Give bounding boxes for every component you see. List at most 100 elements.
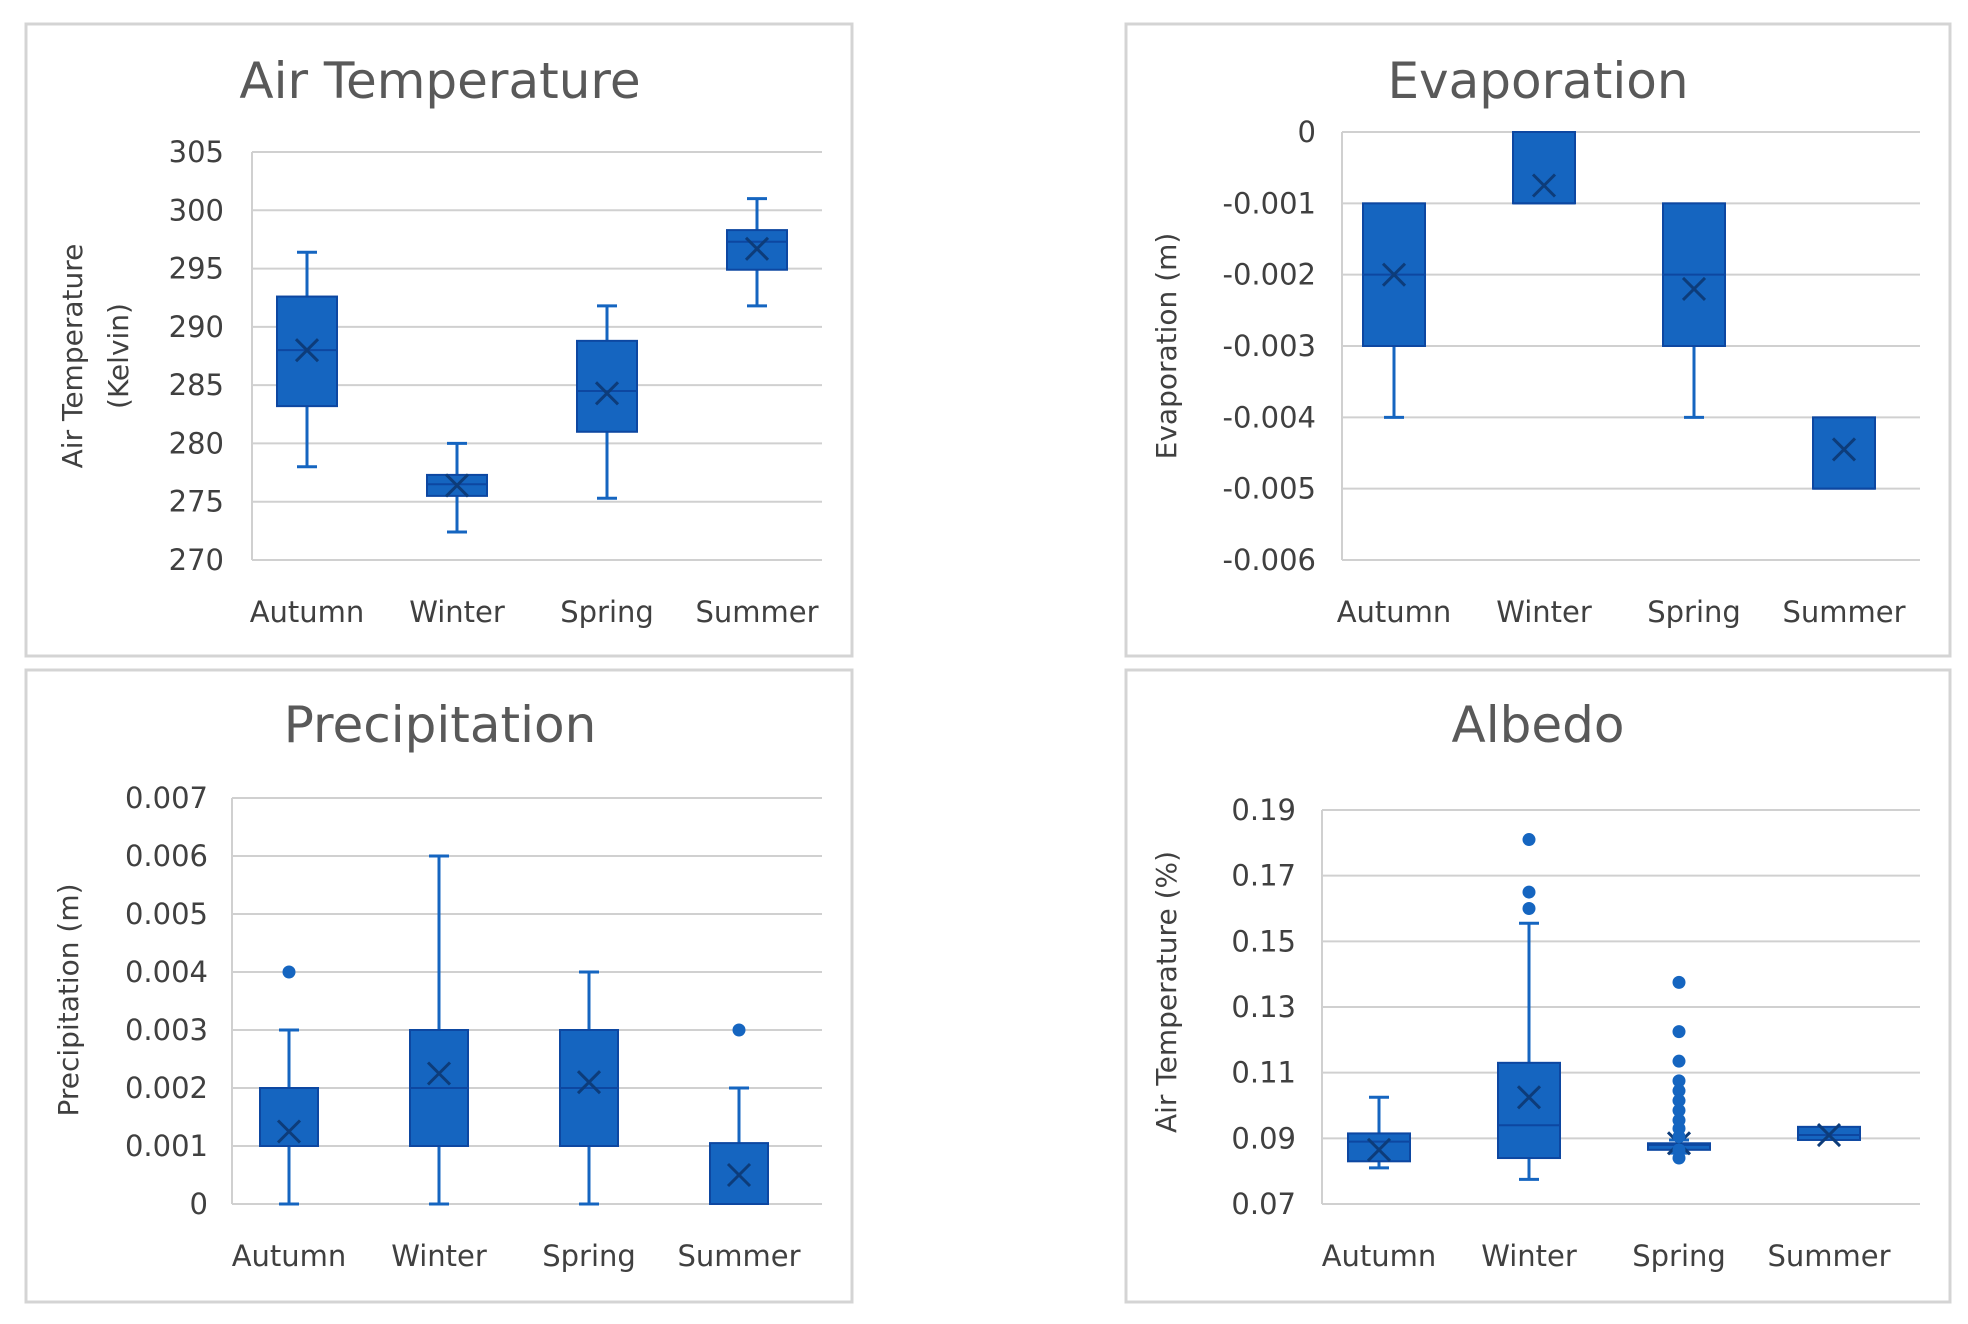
- outlier-point: [1672, 1151, 1686, 1165]
- mean-marker: [594, 381, 620, 406]
- albedo-chart: Albedo Air Temperature (%) 0.19 0.17 0.15 0…: [1124, 668, 1952, 1304]
- mean-marker-stroke: [1816, 1122, 1842, 1148]
- box-spring: [559, 970, 619, 1206]
- y-tick-label: 285: [169, 368, 224, 402]
- y-tick-label: -0.004: [1223, 400, 1317, 434]
- outlier-point: [1672, 1084, 1686, 1098]
- mean-marker: [294, 338, 320, 363]
- x-category-label: Summer: [1767, 1239, 1890, 1273]
- mean-marker-stroke: [1531, 173, 1557, 198]
- y-tick-label: 0.001: [125, 1129, 208, 1163]
- box-summer: [726, 197, 788, 308]
- mean-marker: [1681, 276, 1707, 301]
- box-autumn: [1347, 1095, 1411, 1170]
- chart-border: [24, 22, 854, 658]
- mean-marker-stroke: [294, 338, 320, 363]
- box-spring: [1647, 975, 1711, 1165]
- mean-marker-stroke: [1831, 437, 1857, 462]
- precipitation-chart: Precipitation Precipitation (m) 0.007 0.0…: [24, 668, 854, 1304]
- x-category-label: Autumn: [232, 1239, 347, 1273]
- x-category-label: Summer: [677, 1239, 800, 1273]
- y-tick-label: 0.07: [1231, 1187, 1296, 1221]
- y-axis-label-line2: (Kelvin): [102, 303, 135, 409]
- box-summer: [1812, 416, 1876, 490]
- mean-marker: [1531, 173, 1557, 198]
- mean-marker-stroke: [1381, 262, 1407, 287]
- y-tick-label: 0.002: [125, 1071, 208, 1105]
- mean-marker-stroke: [1681, 276, 1707, 301]
- outlier-point: [1672, 1103, 1686, 1117]
- box-autumn: [1362, 202, 1426, 419]
- chart-border: [1124, 22, 1952, 658]
- y-tick-label: 0.005: [125, 897, 208, 931]
- chart-border: [1124, 668, 1952, 1304]
- box-autumn: [276, 250, 338, 469]
- y-tick-label: 280: [169, 426, 224, 460]
- x-category-label: Spring: [1647, 595, 1741, 629]
- outlier-point: [1522, 885, 1536, 899]
- x-category-label: Winter: [1481, 1239, 1577, 1273]
- outlier-point: [1672, 1025, 1686, 1039]
- outlier-point: [1522, 833, 1536, 847]
- outlier-point: [1672, 975, 1686, 989]
- box-winter: [1512, 131, 1576, 205]
- y-tick-label: 0.004: [125, 955, 208, 989]
- x-category-label: Spring: [542, 1239, 636, 1273]
- box-winter: [1497, 833, 1561, 1181]
- y-tick-label: 275: [169, 485, 224, 519]
- y-tick-label: -0.003: [1223, 329, 1317, 363]
- x-category-label: Winter: [1496, 595, 1592, 629]
- mean-marker-stroke: [1516, 1085, 1542, 1110]
- y-tick-label: 0: [190, 1187, 208, 1221]
- box-body: [1347, 1132, 1411, 1163]
- box-spring: [1662, 202, 1726, 419]
- mean-marker: [444, 473, 470, 498]
- y-axis-label: Precipitation (m): [52, 883, 85, 1116]
- y-tick-label: 0.09: [1231, 1121, 1296, 1155]
- x-category-label: Autumn: [1337, 595, 1452, 629]
- outlier-point: [1672, 1054, 1686, 1068]
- box-summer: [1797, 1122, 1861, 1148]
- mean-marker-stroke: [444, 473, 470, 498]
- mean-marker-stroke: [576, 1070, 602, 1095]
- box-winter: [426, 441, 488, 534]
- x-category-label: Spring: [1632, 1239, 1726, 1273]
- outlier-point: [282, 965, 296, 979]
- mean-marker-stroke: [594, 381, 620, 406]
- y-axis-label: Air Temperature: [56, 244, 89, 469]
- y-tick-label: 0.13: [1231, 990, 1296, 1024]
- y-tick-label: -0.001: [1223, 186, 1317, 220]
- outlier-point: [732, 1023, 746, 1037]
- y-tick-label: 0.17: [1231, 859, 1296, 893]
- y-tick-label: -0.006: [1223, 543, 1317, 577]
- box-summer: [709, 1023, 769, 1205]
- mean-marker: [1516, 1085, 1542, 1110]
- y-axis-label: Evaporation (m): [1150, 233, 1183, 460]
- mean-marker-stroke: [426, 1061, 452, 1086]
- x-category-label: Autumn: [250, 595, 365, 629]
- mean-marker: [276, 1119, 302, 1144]
- box-winter: [409, 854, 469, 1206]
- x-category-label: Autumn: [1322, 1239, 1437, 1273]
- y-tick-label: -0.005: [1223, 472, 1317, 506]
- box-spring: [576, 304, 638, 500]
- y-axis-label: Air Temperature (%): [1150, 851, 1183, 1133]
- x-category-label: Summer: [695, 595, 818, 629]
- mean-marker-stroke: [1366, 1137, 1392, 1162]
- chart-title: Evaporation: [1387, 52, 1688, 110]
- mean-marker-stroke: [276, 1119, 302, 1144]
- x-category-label: Summer: [1782, 595, 1905, 629]
- mean-marker: [1666, 1131, 1692, 1156]
- y-tick-label: 0.15: [1231, 924, 1296, 958]
- evaporation-chart: Evaporation Evaporation (m) 0 -0.001 -0.00…: [1124, 22, 1952, 658]
- x-category-label: Spring: [560, 595, 654, 629]
- mean-marker: [744, 236, 770, 261]
- mean-marker: [576, 1070, 602, 1095]
- outlier-point: [1522, 902, 1536, 915]
- y-tick-label: 290: [169, 310, 224, 344]
- outlier-point: [1672, 1074, 1686, 1088]
- y-tick-label: 0.007: [125, 781, 208, 815]
- chart-title: Air Temperature: [239, 52, 640, 110]
- y-tick-label: 305: [169, 135, 224, 169]
